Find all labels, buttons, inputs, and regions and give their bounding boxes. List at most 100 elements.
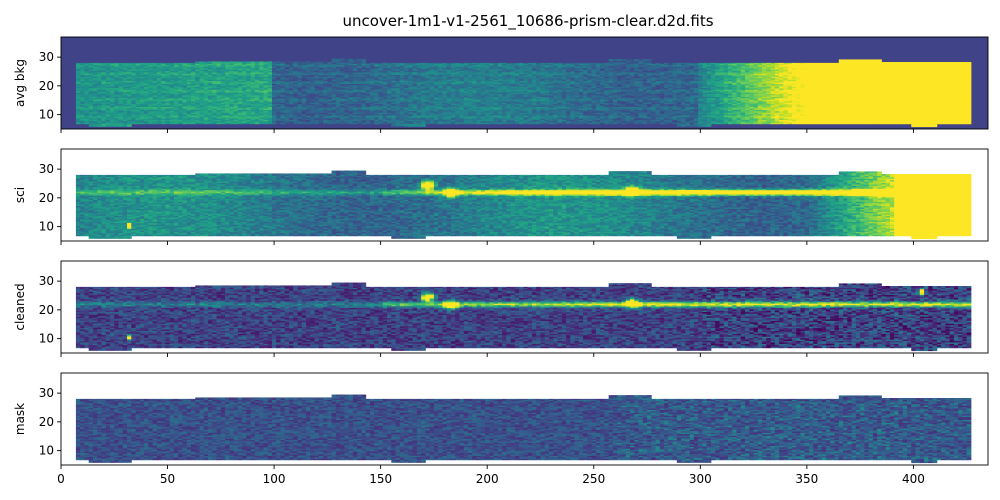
heatmap-cell (433, 63, 439, 66)
heatmap-cell (101, 77, 107, 80)
heatmap-cell (497, 102, 503, 105)
heatmap-cell (195, 120, 200, 123)
heatmap-cell (114, 117, 119, 120)
heatmap-cell (284, 119, 290, 122)
heatmap-cell (289, 119, 294, 122)
heatmap-cell (497, 79, 503, 82)
heatmap-cell (523, 62, 529, 64)
heatmap-cell (190, 74, 196, 77)
heatmap-cell (199, 86, 205, 89)
heatmap-cell (463, 110, 469, 113)
heatmap-cell (220, 105, 226, 107)
heatmap-cell (156, 62, 162, 64)
heatmap-cell (246, 62, 252, 64)
heatmap-cell (531, 69, 537, 72)
heatmap-cell (531, 108, 537, 110)
heatmap-cell (161, 103, 166, 106)
heatmap-cell (306, 69, 311, 72)
heatmap-cell (80, 110, 85, 113)
heatmap-cell (280, 64, 286, 67)
heatmap-cell (468, 122, 473, 125)
heatmap-cell (480, 120, 486, 123)
heatmap-cell (97, 68, 102, 71)
heatmap-cell (497, 85, 503, 87)
heatmap-cell (267, 106, 273, 109)
heatmap-cell (178, 63, 183, 66)
heatmap-cell (480, 90, 486, 93)
heatmap-cell (510, 73, 516, 76)
heatmap-cell (263, 115, 269, 118)
heatmap-cell (374, 97, 379, 100)
heatmap-cell (237, 61, 243, 63)
heatmap-cell (229, 70, 235, 73)
heatmap-cell (276, 62, 281, 64)
heatmap-cell (75, 103, 81, 106)
heatmap-cell (80, 109, 85, 112)
heatmap-cell (156, 76, 162, 79)
heatmap-cell (280, 108, 286, 110)
heatmap-cell (361, 96, 367, 99)
heatmap-cell (208, 73, 213, 76)
heatmap-cell (280, 106, 286, 109)
heatmap-cell (242, 108, 247, 110)
heatmap-cell (374, 66, 379, 69)
heatmap-cell (331, 92, 337, 95)
heatmap-cell (395, 113, 401, 116)
heatmap-cell (80, 118, 85, 120)
heatmap-cell (135, 112, 141, 115)
heatmap-cell (84, 110, 90, 113)
heatmap-cell (382, 120, 388, 123)
heatmap-cell (237, 80, 243, 83)
heatmap-cell (421, 101, 426, 104)
heatmap-cell (404, 114, 409, 117)
heatmap-cell (549, 85, 554, 87)
heatmap-cell (289, 96, 294, 99)
heatmap-cell (544, 66, 550, 69)
heatmap-cell (271, 70, 277, 73)
heatmap-cell (352, 64, 358, 67)
heatmap-cell (340, 86, 345, 89)
heatmap-cell (425, 96, 431, 99)
heatmap-cell (361, 108, 367, 110)
heatmap-cell (220, 73, 226, 76)
heatmap-cell (463, 80, 469, 83)
heatmap-cell (225, 86, 230, 89)
heatmap-cell (97, 116, 102, 119)
heatmap-cell (152, 102, 158, 105)
heatmap-cell (280, 103, 286, 106)
heatmap-cell (127, 78, 132, 81)
heatmap-cell (271, 82, 277, 84)
heatmap-cell (203, 62, 209, 64)
heatmap-cell (514, 73, 520, 76)
heatmap-cell (323, 72, 328, 74)
heatmap-cell (429, 86, 435, 89)
heatmap-cell (284, 109, 290, 112)
heatmap-cell (208, 120, 213, 123)
heatmap-cell (446, 85, 452, 87)
heatmap-cell (199, 73, 205, 76)
heatmap-cell (246, 95, 252, 97)
heatmap-cell (271, 122, 277, 125)
heatmap-cell (242, 113, 247, 116)
heatmap-cell (101, 119, 107, 122)
heatmap-cell (480, 92, 486, 95)
heatmap-cell (323, 92, 328, 95)
heatmap-cell (127, 96, 132, 99)
heatmap-cell (318, 87, 324, 90)
heatmap-cell (531, 73, 537, 76)
heatmap-cell (259, 73, 264, 76)
heatmap-cell (408, 101, 414, 104)
heatmap-cell (493, 73, 499, 76)
heatmap-cell (152, 82, 158, 84)
heatmap-cell (536, 62, 541, 64)
heatmap-cell (301, 73, 307, 76)
heatmap-cell (84, 100, 90, 103)
heatmap-cell (199, 120, 205, 123)
heatmap-cell (549, 90, 554, 93)
heatmap-cell (536, 77, 541, 80)
heatmap-cell (306, 97, 311, 100)
heatmap-cell (225, 120, 230, 123)
heatmap-cell (514, 105, 520, 107)
heatmap-cell (212, 67, 217, 70)
heatmap-cell (404, 123, 409, 126)
